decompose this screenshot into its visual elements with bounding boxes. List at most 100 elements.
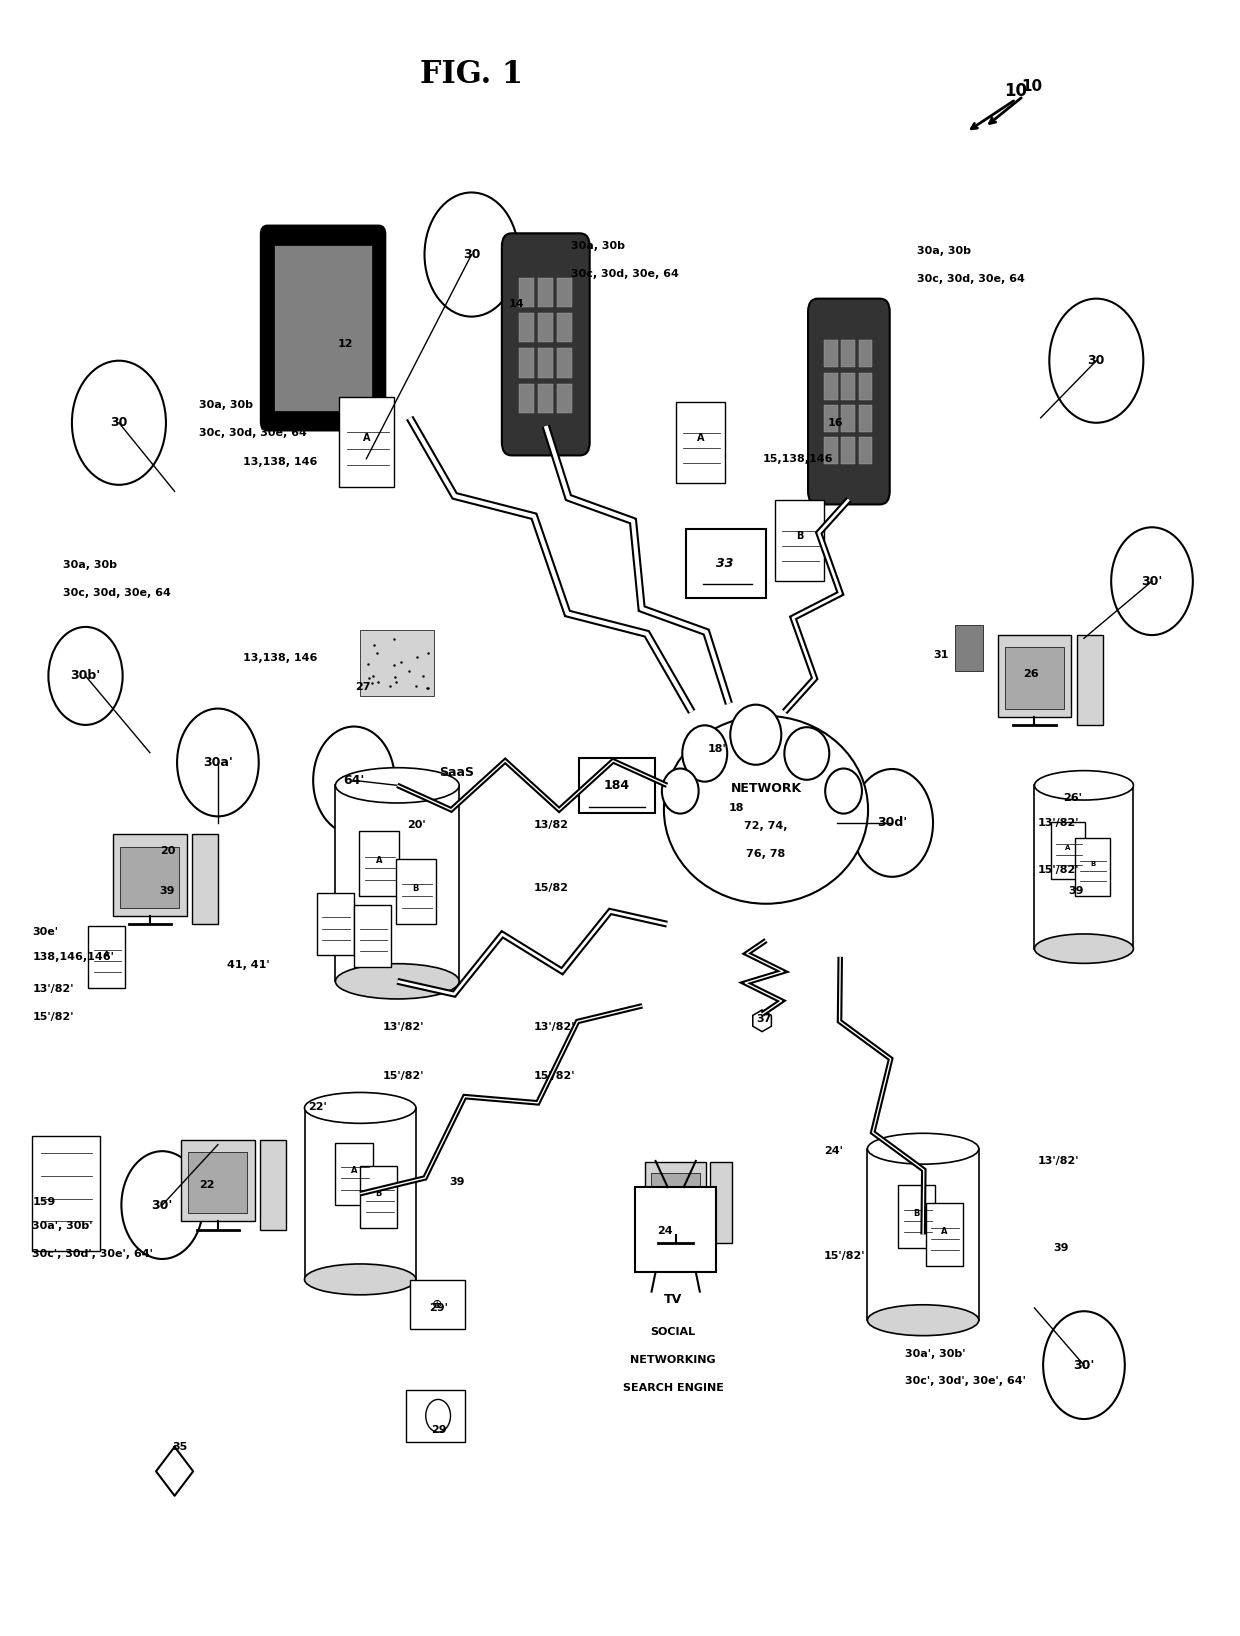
Text: 24: 24: [657, 1227, 673, 1237]
Bar: [842, 340, 856, 368]
Text: 10: 10: [1004, 82, 1028, 100]
Bar: [859, 437, 873, 465]
FancyBboxPatch shape: [1050, 821, 1085, 879]
Bar: [518, 278, 533, 308]
Text: 14: 14: [508, 298, 525, 309]
Text: 16: 16: [828, 417, 843, 427]
Bar: [711, 1162, 732, 1243]
Bar: [557, 278, 572, 308]
Bar: [1034, 785, 1133, 949]
Ellipse shape: [663, 717, 868, 903]
Text: SaaS: SaaS: [439, 766, 475, 779]
Ellipse shape: [1034, 934, 1133, 964]
Text: 15,138,146: 15,138,146: [763, 453, 833, 463]
Text: ⬡: ⬡: [750, 1008, 775, 1036]
Bar: [518, 312, 533, 342]
Text: 13'/82': 13'/82': [32, 985, 74, 995]
Ellipse shape: [785, 726, 830, 780]
FancyBboxPatch shape: [317, 893, 353, 955]
Text: 30c, 30d, 30e, 64: 30c, 30d, 30e, 64: [63, 587, 171, 597]
Ellipse shape: [305, 1093, 415, 1124]
Bar: [635, 1188, 715, 1273]
Text: 39: 39: [160, 887, 175, 897]
Text: B: B: [413, 883, 419, 893]
Bar: [113, 834, 187, 916]
FancyBboxPatch shape: [353, 905, 391, 967]
Text: 72, 74,: 72, 74,: [744, 821, 787, 831]
Text: 22: 22: [200, 1181, 215, 1191]
Text: 27: 27: [355, 682, 371, 692]
Text: 15'/82': 15'/82': [382, 1072, 424, 1081]
Text: 30a', 30b': 30a', 30b': [32, 1222, 93, 1232]
Text: 30: 30: [1087, 355, 1105, 366]
Text: 26: 26: [1023, 669, 1039, 679]
Text: 37: 37: [756, 1014, 771, 1024]
Bar: [859, 340, 873, 368]
Text: 22': 22': [309, 1103, 327, 1112]
Text: 13/82: 13/82: [533, 820, 568, 829]
Text: A: A: [1065, 844, 1070, 851]
Text: 39: 39: [449, 1178, 465, 1188]
Text: 13'/82': 13'/82': [533, 1022, 575, 1032]
Text: 184: 184: [603, 779, 630, 792]
Bar: [538, 312, 553, 342]
Text: 30: 30: [463, 249, 480, 262]
Text: 26': 26': [1063, 793, 1081, 803]
Bar: [651, 1173, 699, 1229]
Bar: [842, 373, 856, 399]
Bar: [360, 630, 434, 695]
Text: SOCIAL: SOCIAL: [651, 1327, 696, 1338]
Text: 10: 10: [1022, 79, 1043, 93]
Bar: [260, 1140, 286, 1230]
Text: 18: 18: [729, 803, 744, 813]
Bar: [405, 1389, 465, 1441]
Bar: [192, 834, 218, 924]
Text: 30a, 30b: 30a, 30b: [570, 242, 625, 252]
Text: 64': 64': [343, 774, 365, 787]
Text: 30a': 30a': [203, 756, 233, 769]
FancyBboxPatch shape: [339, 398, 394, 488]
Text: 13'/82': 13'/82': [1038, 818, 1080, 828]
Text: B: B: [1090, 861, 1095, 867]
FancyBboxPatch shape: [898, 1186, 935, 1248]
Bar: [645, 1162, 706, 1235]
Text: A: A: [941, 1227, 947, 1235]
Text: 15/82: 15/82: [533, 883, 568, 893]
Ellipse shape: [730, 705, 781, 764]
Text: 30c', 30d', 30e', 64': 30c', 30d', 30e', 64': [32, 1248, 154, 1260]
Bar: [181, 1140, 254, 1222]
Text: 30d': 30d': [877, 816, 908, 829]
Text: 30c, 30d, 30e, 64: 30c, 30d, 30e, 64: [570, 270, 678, 280]
FancyBboxPatch shape: [262, 226, 384, 430]
Bar: [1006, 648, 1064, 708]
Text: 159: 159: [32, 1198, 56, 1207]
Text: 15'/82': 15'/82': [533, 1072, 575, 1081]
Bar: [825, 373, 838, 399]
Bar: [859, 406, 873, 432]
Text: ⊕: ⊕: [432, 1299, 443, 1310]
Text: A: A: [362, 434, 370, 443]
Text: 33: 33: [717, 556, 734, 569]
Ellipse shape: [868, 1306, 978, 1335]
Text: 29': 29': [429, 1302, 449, 1314]
Bar: [518, 348, 533, 378]
FancyBboxPatch shape: [676, 401, 725, 483]
Ellipse shape: [682, 725, 727, 782]
Bar: [336, 785, 459, 982]
Text: 20': 20': [407, 820, 425, 829]
Text: A: A: [376, 856, 382, 865]
Bar: [1076, 635, 1102, 725]
Text: 15'/82': 15'/82': [825, 1250, 866, 1261]
Text: 39: 39: [1068, 887, 1084, 897]
Bar: [825, 340, 838, 368]
Bar: [842, 437, 856, 465]
FancyBboxPatch shape: [686, 528, 766, 597]
Text: 13,138, 146: 13,138, 146: [243, 456, 317, 466]
Text: 12: 12: [339, 339, 353, 350]
FancyBboxPatch shape: [775, 499, 825, 581]
Text: 18': 18': [708, 744, 727, 754]
Text: 20: 20: [160, 846, 175, 856]
Bar: [538, 348, 553, 378]
Bar: [274, 245, 372, 411]
Text: FIG. 1: FIG. 1: [420, 59, 523, 90]
